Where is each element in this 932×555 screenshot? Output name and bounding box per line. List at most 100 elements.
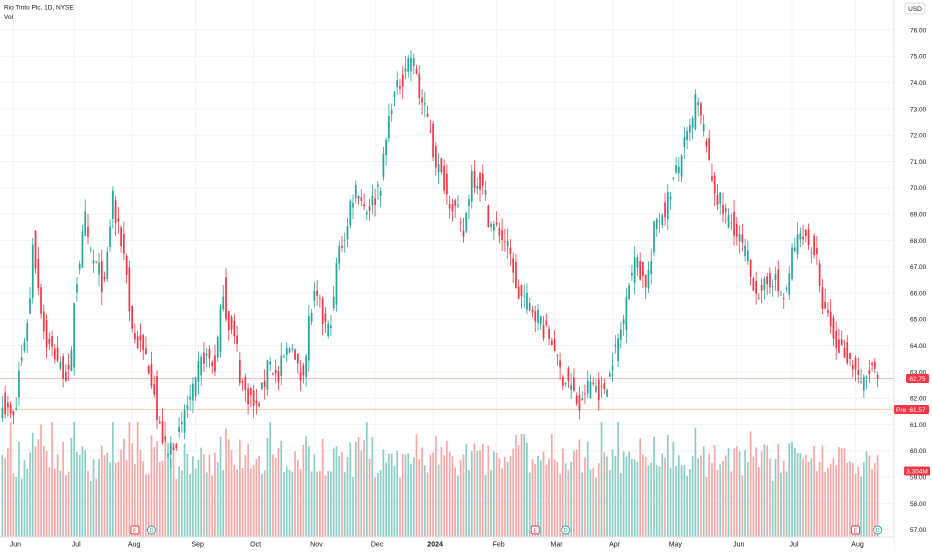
candle[interactable] bbox=[51, 330, 53, 357]
candle[interactable] bbox=[573, 368, 575, 393]
candle[interactable] bbox=[523, 284, 526, 308]
candle[interactable] bbox=[611, 352, 614, 383]
candle[interactable] bbox=[780, 290, 782, 296]
candle[interactable] bbox=[164, 435, 167, 442]
candle[interactable] bbox=[120, 225, 122, 253]
candle[interactable] bbox=[219, 304, 222, 358]
candle[interactable] bbox=[382, 146, 385, 181]
candle[interactable] bbox=[843, 339, 846, 359]
candle[interactable] bbox=[501, 218, 503, 252]
candle[interactable] bbox=[644, 274, 647, 300]
candle[interactable] bbox=[153, 375, 156, 398]
candle[interactable] bbox=[354, 180, 357, 204]
candle[interactable] bbox=[23, 337, 26, 353]
currency-button-frame[interactable] bbox=[904, 2, 926, 15]
candle[interactable] bbox=[686, 126, 688, 150]
candle[interactable] bbox=[443, 159, 445, 195]
candle[interactable] bbox=[509, 239, 512, 266]
candle[interactable] bbox=[631, 264, 633, 282]
candle[interactable] bbox=[307, 304, 310, 372]
candle[interactable] bbox=[680, 154, 683, 183]
candle[interactable] bbox=[595, 379, 597, 393]
candle[interactable] bbox=[691, 115, 694, 140]
candle[interactable] bbox=[341, 235, 343, 252]
candle[interactable] bbox=[763, 276, 766, 300]
candle[interactable] bbox=[435, 142, 437, 176]
candle[interactable] bbox=[556, 353, 559, 366]
candle[interactable] bbox=[810, 247, 813, 264]
candle[interactable] bbox=[103, 271, 106, 283]
candle[interactable] bbox=[349, 198, 352, 229]
candle[interactable] bbox=[432, 120, 434, 161]
candle[interactable] bbox=[114, 196, 117, 236]
candle[interactable] bbox=[603, 378, 606, 394]
candle[interactable] bbox=[625, 288, 628, 344]
candle[interactable] bbox=[313, 282, 316, 308]
candle[interactable] bbox=[9, 401, 12, 419]
candle[interactable] bbox=[343, 232, 346, 253]
candle[interactable] bbox=[222, 284, 225, 312]
candle[interactable] bbox=[203, 341, 205, 372]
candle[interactable] bbox=[597, 372, 600, 411]
candle[interactable] bbox=[236, 325, 238, 352]
candle[interactable] bbox=[145, 336, 147, 355]
candle[interactable] bbox=[526, 283, 528, 315]
candle[interactable] bbox=[539, 315, 542, 330]
candle[interactable] bbox=[147, 364, 150, 375]
candle[interactable] bbox=[423, 92, 426, 118]
candle[interactable] bbox=[216, 335, 219, 362]
candle[interactable] bbox=[653, 220, 655, 257]
candle[interactable] bbox=[542, 315, 545, 341]
candle[interactable] bbox=[584, 384, 586, 404]
candle[interactable] bbox=[835, 321, 838, 360]
candle[interactable] bbox=[89, 246, 92, 253]
candle[interactable] bbox=[324, 307, 327, 333]
candle[interactable] bbox=[481, 164, 484, 195]
candle[interactable] bbox=[619, 321, 622, 349]
candle[interactable] bbox=[412, 53, 415, 75]
candle[interactable] bbox=[694, 89, 697, 131]
candle[interactable] bbox=[346, 218, 349, 248]
candle[interactable] bbox=[713, 171, 716, 207]
candle[interactable] bbox=[230, 315, 233, 335]
candle[interactable] bbox=[479, 172, 481, 202]
candle[interactable] bbox=[150, 351, 153, 389]
candle[interactable] bbox=[117, 206, 120, 234]
candle[interactable] bbox=[537, 303, 539, 331]
candle[interactable] bbox=[211, 359, 214, 374]
candle[interactable] bbox=[415, 64, 418, 75]
candle[interactable] bbox=[534, 305, 537, 333]
candle[interactable] bbox=[20, 345, 23, 366]
candle[interactable] bbox=[724, 203, 727, 224]
candle[interactable] bbox=[263, 369, 266, 400]
candle[interactable] bbox=[393, 91, 396, 107]
candle[interactable] bbox=[559, 352, 561, 380]
candle[interactable] bbox=[274, 359, 277, 383]
candle[interactable] bbox=[636, 254, 639, 277]
candle[interactable] bbox=[796, 222, 799, 260]
candle[interactable] bbox=[760, 277, 763, 304]
candle[interactable] bbox=[368, 198, 371, 221]
candle[interactable] bbox=[871, 361, 873, 372]
candle[interactable] bbox=[100, 249, 103, 306]
candle[interactable] bbox=[520, 284, 523, 309]
candle[interactable] bbox=[421, 89, 423, 115]
candle[interactable] bbox=[600, 376, 603, 399]
candle[interactable] bbox=[208, 345, 211, 368]
candle[interactable] bbox=[746, 240, 749, 265]
candle[interactable] bbox=[291, 343, 294, 353]
candle[interactable] bbox=[194, 376, 197, 401]
candle[interactable] bbox=[396, 71, 399, 95]
candle[interactable] bbox=[111, 186, 114, 229]
candle[interactable] bbox=[730, 213, 733, 230]
candle[interactable] bbox=[404, 56, 407, 80]
candle[interactable] bbox=[749, 259, 752, 286]
candle[interactable] bbox=[365, 209, 368, 221]
candle[interactable] bbox=[272, 372, 274, 376]
candle[interactable] bbox=[172, 443, 175, 451]
candle[interactable] bbox=[807, 223, 810, 251]
candle[interactable] bbox=[106, 246, 109, 282]
candle[interactable] bbox=[793, 237, 796, 253]
candle[interactable] bbox=[360, 188, 363, 207]
